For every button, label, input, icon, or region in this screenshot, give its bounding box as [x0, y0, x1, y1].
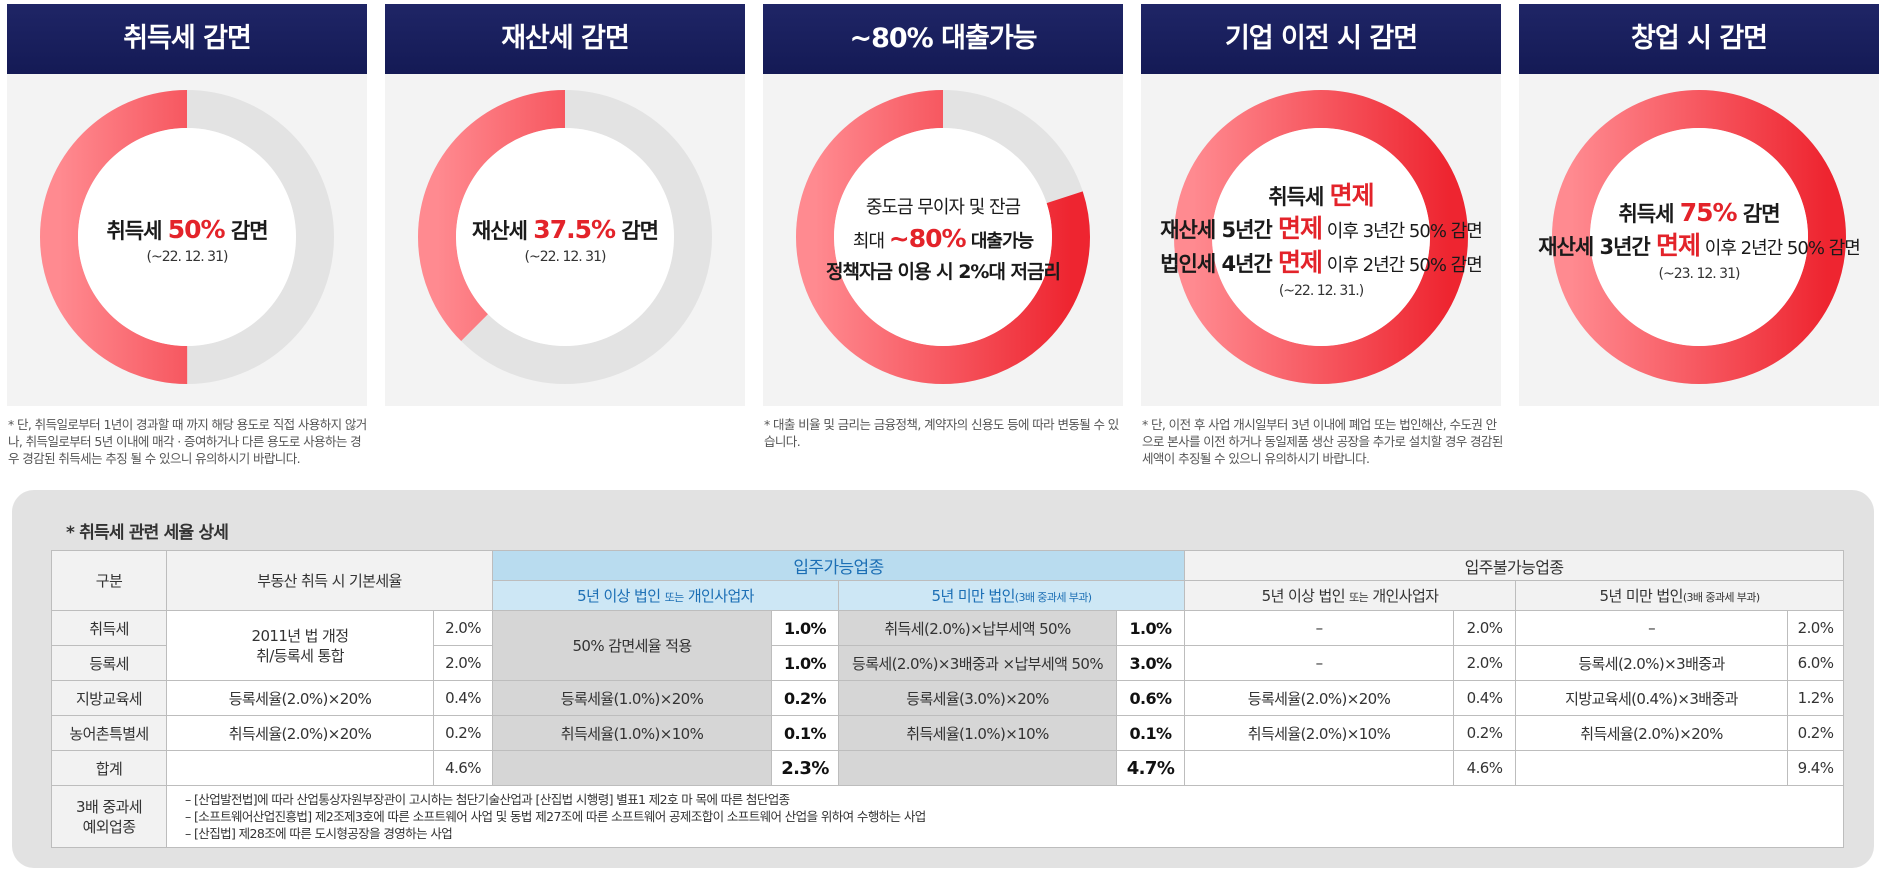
table-row: 농어촌특별세 취득세율(2.0%)×20% 0.2% 취득세율(1.0%)×10… — [51, 715, 1845, 751]
basic-merged-cell: 2011년 법 개정 취/등록세 통합 — [166, 610, 434, 681]
card-title: ~80% 대출가능 — [763, 4, 1123, 74]
card-title: 창업 시 감면 — [1519, 4, 1879, 74]
header-impossible-over5: 5년 이상 법인 또는 개인사업자 — [1184, 580, 1517, 611]
exempt-list: – [산업발전법]에 따라 산업통상자원부장관이 고시하는 첨단기술산업과 [산… — [165, 785, 1845, 848]
donut-arc — [40, 90, 334, 384]
period-text: (~22. 12. 31.) — [1278, 282, 1364, 299]
period-text: (~22. 12. 31) — [524, 248, 607, 265]
donut-text-line: 중도금 무이자 및 잔금 — [865, 197, 1021, 218]
donut-arc — [796, 90, 1090, 384]
card-acquisition-tax: 취득세 감면 취득세 50% 감면 (~22. 12. 31) — [7, 4, 367, 406]
table-row-total: 합계 4.6% 2.3% 4.7% 4.6% 9.4% — [51, 750, 1845, 786]
donut-text-line: 정책자금 이용 시 2%대 저금리 — [826, 261, 1061, 283]
donut-hole — [78, 128, 296, 346]
header-impossible: 입주불가능업종 — [1184, 550, 1845, 581]
donut-hole — [1590, 128, 1808, 346]
header-impossible-under5: 5년 미만 법인(3배 중과세 부과) — [1515, 580, 1845, 611]
header-possible-over5: 5년 이상 법인 또는 개인사업자 — [492, 580, 840, 611]
donut-arc — [1174, 90, 1468, 384]
donut-chart — [418, 90, 712, 384]
card-startup: 창업 시 감면 취득세 75% 감면 재산세 3년간 면제 이후 2년간 50%… — [1519, 4, 1879, 406]
table-row: 지방교육세 등록세율(2.0%)×20% 0.4% 등록세율(1.0%)×20%… — [51, 680, 1845, 716]
footnote-acquisition: * 단, 취득일로부터 1년이 경과할 때 까지 해당 용도로 직접 사용하지 … — [8, 417, 367, 466]
donut-text-line: 재산세 3년간 면제 이후 2년간 50% 감면 — [1538, 230, 1861, 260]
period-text: (~23. 12. 31) — [1658, 265, 1741, 282]
donut-text-line: 최대 ~80% 대출가능 — [852, 224, 1034, 253]
card-title: 기업 이전 시 감면 — [1141, 4, 1501, 74]
table-row: 등록세 2.0% 1.0% 등록세(2.0%)×3배중과 ×납부세액 50% 3… — [51, 645, 1845, 681]
donut-chart — [1174, 90, 1468, 384]
donut-text-line: 취득세 면제 — [1268, 180, 1374, 210]
donut-hole — [1212, 128, 1430, 346]
donut-arc — [418, 90, 712, 384]
exempt-label: 3배 중과세 예외업종 — [51, 785, 167, 848]
card-title: 취득세 감면 — [7, 4, 367, 74]
donut-chart — [796, 90, 1090, 384]
donut-hole — [834, 128, 1052, 346]
reduction-merged-cell: 50% 감면세율 적용 — [492, 610, 773, 681]
tax-detail-title: * 취득세 관련 세율 상세 — [66, 523, 229, 543]
header-possible: 입주가능업종 — [492, 550, 1186, 581]
donut-text-line: 취득세 75% 감면 — [1618, 197, 1780, 227]
donut-text-line: 재산세 5년간 면제 이후 3년간 50% 감면 — [1160, 213, 1483, 243]
donut-text-line: 취득세 50% 감면 — [106, 214, 268, 244]
footnote-relocation: * 단, 이전 후 사업 개시일부터 3년 이내에 폐업 또는 법인해산, 수도… — [1142, 417, 1503, 466]
donut-arc — [1552, 90, 1846, 384]
header-gubun: 구분 — [51, 550, 167, 611]
period-text: (~22. 12. 31) — [146, 248, 229, 265]
table-row-exemptions: 3배 중과세 예외업종 – [산업발전법]에 따라 산업통상자원부장관이 고시하는… — [51, 785, 1845, 848]
donut-text-line: 재산세 37.5% 감면 — [472, 214, 659, 244]
card-relocation: 기업 이전 시 감면 취득세 면제 재산세 5년간 면제 이후 3년간 50% … — [1141, 4, 1501, 406]
donut-text-line: 법인세 4년간 면제 이후 2년간 50% 감면 — [1160, 247, 1483, 277]
tax-rate-table: 구분 부동산 취득 시 기본세율 입주가능업종 입주불가능업종 5년 이상 법인… — [51, 550, 1845, 848]
header-basic-rate: 부동산 취득 시 기본세율 — [165, 550, 494, 611]
footnote-loan: * 대출 비율 및 금리는 금융정책, 계약자의 신용도 등에 따라 변동될 수… — [764, 417, 1119, 449]
donut-chart — [40, 90, 334, 384]
card-loan: ~80% 대출가능 중도금 무이자 및 잔금 최대 ~80% 대출가능 정책자금… — [763, 4, 1123, 406]
card-property-tax: 재산세 감면 재산세 37.5% 감면 (~22. 12. 31) — [385, 4, 745, 406]
benefit-cards: 취득세 감면 취득세 50% 감면 (~22. 12. 31) 재산세 감면 재… — [7, 4, 1879, 466]
donut-hole — [456, 128, 674, 346]
header-possible-under5: 5년 미만 법인(3배 중과세 부과) — [838, 580, 1186, 611]
donut-chart — [1552, 90, 1846, 384]
table-row: 취득세 2011년 법 개정 취/등록세 통합 2.0% 50% 감면세율 적용 … — [51, 610, 1845, 681]
card-title: 재산세 감면 — [385, 4, 745, 74]
